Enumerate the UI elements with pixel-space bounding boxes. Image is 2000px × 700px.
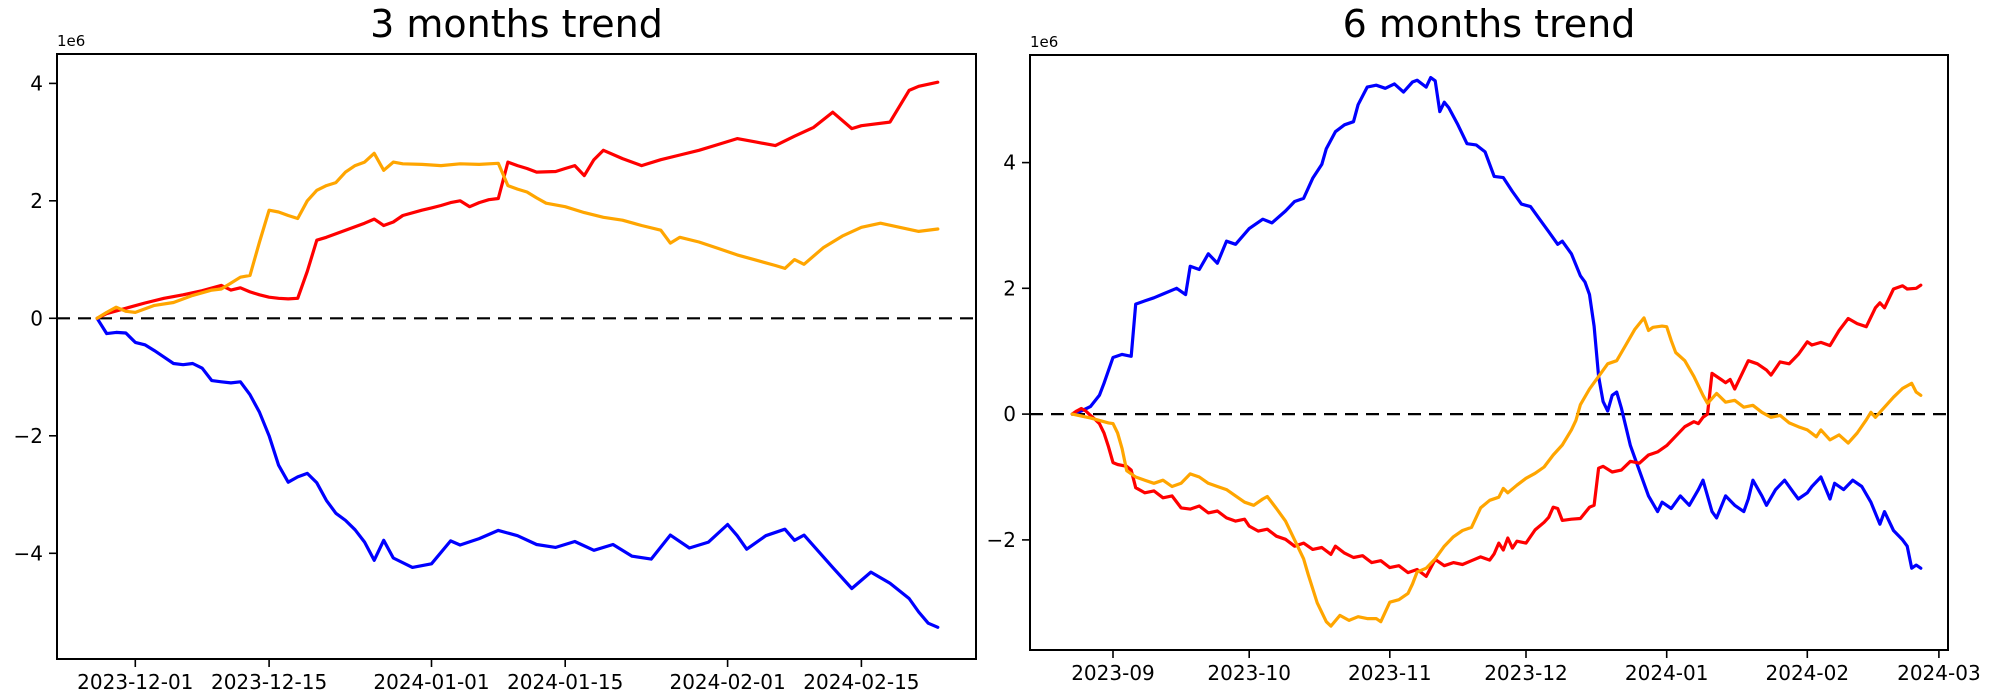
series-line-red-chart1 bbox=[1070, 283, 1923, 579]
x-tick-label-0-4: 2024-02-01 bbox=[669, 670, 785, 694]
y-tick-label-1-1: 2 bbox=[1003, 276, 1016, 300]
x-tick-label-0-1: 2023-12-15 bbox=[211, 670, 327, 694]
x-tick-label-1-3: 2023-12 bbox=[1484, 661, 1568, 685]
series-line-orange-chart0 bbox=[95, 151, 940, 320]
x-tick-label-0-3: 2024-01-15 bbox=[507, 670, 623, 694]
x-tick-label-1-2: 2023-11 bbox=[1348, 661, 1432, 685]
x-tick-label-1-6: 2024-03 bbox=[1897, 661, 1981, 685]
chart-title-3-months: 3 months trend bbox=[370, 2, 663, 46]
x-tick-label-0-0: 2023-12-01 bbox=[77, 670, 193, 694]
x-tick-label-1-5: 2024-02 bbox=[1766, 661, 1850, 685]
series-line-blue-chart1 bbox=[1070, 75, 1923, 570]
x-tick-label-0-2: 2024-01-01 bbox=[373, 670, 489, 694]
x-tick-label-1-4: 2024-01 bbox=[1625, 661, 1709, 685]
x-tick-label-0-5: 2024-02-15 bbox=[803, 670, 919, 694]
x-tick-label-1-0: 2023-09 bbox=[1071, 661, 1155, 685]
y-tick-label-0-0: 4 bbox=[30, 71, 43, 95]
axis-offset-label-1: 1e6 bbox=[1030, 33, 1058, 51]
chart-title-6-months: 6 months trend bbox=[1342, 2, 1636, 46]
y-tick-label-1-3: −2 bbox=[987, 528, 1016, 552]
series-line-orange-chart1 bbox=[1070, 316, 1923, 628]
y-tick-label-1-2: 0 bbox=[1003, 402, 1016, 426]
plot-frame-1 bbox=[1029, 54, 1949, 651]
y-tick-label-0-4: −4 bbox=[14, 541, 43, 565]
axis-offset-label-0: 1e6 bbox=[57, 32, 85, 50]
y-tick-label-1-0: 4 bbox=[1003, 151, 1016, 175]
y-tick-label-0-1: 2 bbox=[30, 189, 43, 213]
y-tick-label-0-2: 0 bbox=[30, 306, 43, 330]
plot-frame-0 bbox=[56, 53, 977, 660]
series-line-blue-chart0 bbox=[95, 316, 940, 629]
series-line-red-chart0 bbox=[95, 80, 940, 320]
x-tick-label-1-1: 2023-10 bbox=[1207, 661, 1291, 685]
y-tick-label-0-3: −2 bbox=[14, 424, 43, 448]
